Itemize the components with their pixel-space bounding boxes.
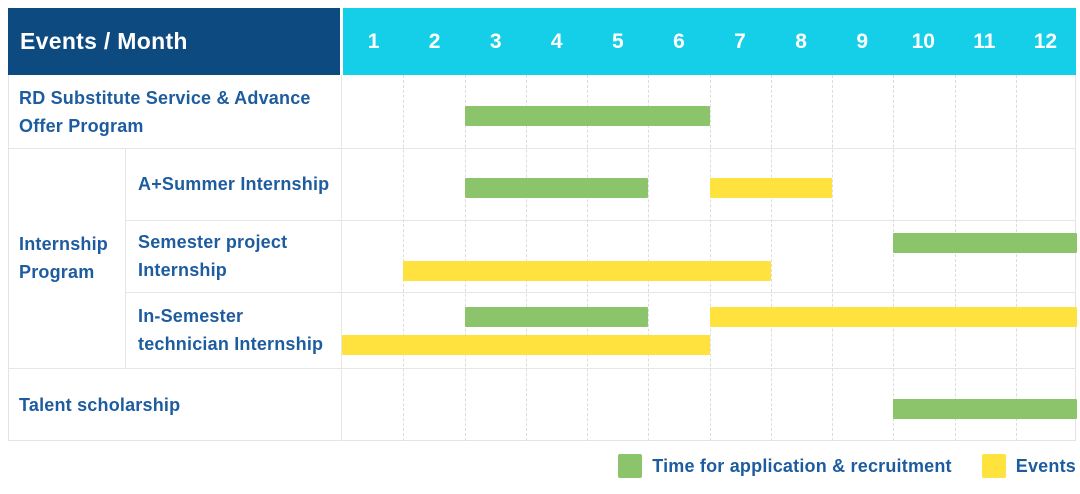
row-label-semester-project: Semester project Internship [125, 220, 341, 292]
month-gridline [954, 75, 956, 441]
row-label-rd-substitute: RD Substitute Service & Advance Offer Pr… [9, 75, 341, 148]
gantt-bar-recruitment [464, 105, 710, 126]
month-label: 9 [856, 29, 868, 53]
legend-label-events: Events [1015, 455, 1076, 476]
gantt-body: RD Substitute Service & Advance Offer Pr… [8, 75, 1077, 441]
month-label: 4 [550, 29, 563, 53]
gantt-bar-recruitment [464, 178, 649, 198]
events-swatch-icon [981, 454, 1006, 478]
month-label: 8 [795, 29, 807, 53]
gantt-bar-recruitment [893, 398, 1077, 419]
month-gridline [1015, 75, 1017, 441]
month-label: 6 [673, 29, 685, 53]
month-label: 11 [973, 29, 996, 53]
gantt-bar-event [709, 178, 832, 198]
row-divider [9, 148, 1075, 149]
row-label-text: A+Summer Internship [138, 174, 330, 194]
row-label-talent-scholarship: Talent scholarship [9, 368, 341, 441]
group-label-text: Internship Program [19, 234, 109, 282]
label-chart-divider [341, 75, 342, 441]
gantt-table: Events / Month 1 2 3 4 5 6 7 8 9 10 11 12 RD Substi… [8, 8, 1077, 441]
gantt-bar-event [342, 335, 710, 355]
row-label-text: In-Semester technician Internship [138, 306, 324, 354]
legend: Time for application & recruitment Event… [618, 452, 1076, 480]
row-divider [9, 368, 1075, 369]
month-label: 12 [1033, 29, 1058, 53]
row-label-in-semester-technician: In-Semester technician Internship [125, 292, 341, 368]
gantt-bar-recruitment [893, 233, 1077, 253]
row-divider [125, 220, 1075, 221]
gantt-bar-event [709, 307, 1077, 327]
month-gridline [832, 75, 833, 441]
corner-header-label: Events / Month [20, 28, 188, 54]
month-label: 1 [367, 29, 380, 53]
month-header-row: 1 2 3 4 5 6 7 8 9 10 11 12 [343, 8, 1076, 75]
row-label-text: Talent scholarship [19, 394, 181, 415]
legend-item-events: Events [981, 454, 1076, 478]
month-label: 2 [428, 29, 441, 53]
month-gridline [464, 75, 466, 441]
row-label-text: RD Substitute Service & Advance Offer Pr… [19, 87, 311, 136]
gantt-bar-recruitment [464, 307, 649, 327]
month-gridline [709, 75, 711, 441]
group-label-internship-program: Internship Program [9, 148, 125, 368]
table-corner-header: Events / Month [8, 8, 340, 75]
month-gridline [893, 75, 895, 441]
row-divider [125, 292, 1075, 293]
gantt-bar-event [403, 261, 771, 281]
month-gridline [525, 75, 527, 441]
month-label: 10 [911, 29, 935, 53]
legend-item-recruitment: Time for application & recruitment [618, 454, 952, 478]
month-gridline [587, 75, 588, 441]
row-label-a-plus-summer: A+Summer Internship [125, 148, 341, 220]
legend-label-recruitment: Time for application & recruitment [652, 455, 952, 476]
month-gridline [648, 75, 650, 441]
month-label: 5 [612, 29, 624, 53]
recruitment-swatch-icon [618, 454, 643, 478]
month-gridline [770, 75, 772, 441]
group-sub-divider [125, 148, 126, 368]
month-label: 3 [489, 29, 502, 53]
month-label: 7 [734, 29, 746, 53]
row-label-text: Semester project Internship [138, 232, 288, 280]
month-gridline [403, 75, 405, 441]
